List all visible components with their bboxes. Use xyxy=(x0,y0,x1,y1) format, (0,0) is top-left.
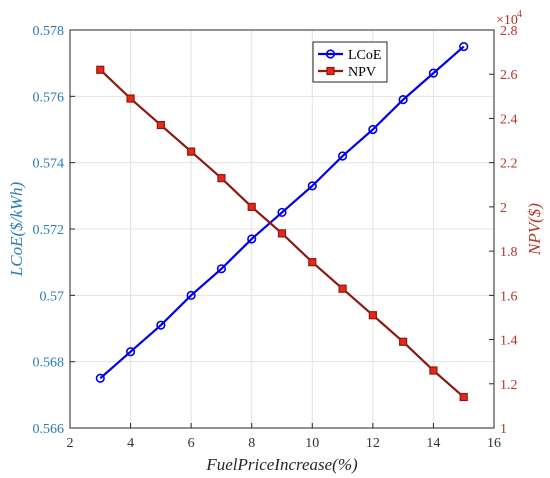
y-left-tick-label: 0.57 xyxy=(40,289,65,304)
data-point-lcoe xyxy=(428,68,439,78)
x-tick-label: 2 xyxy=(67,436,74,451)
y-right-tick-label: 1.2 xyxy=(500,378,518,393)
y-left-tick-label: 0.574 xyxy=(33,157,65,172)
legend-label: LCoE xyxy=(348,48,381,63)
y-left-tick-label: 0.568 xyxy=(33,356,65,371)
x-tick-label: 10 xyxy=(305,436,319,451)
y-right-tick-label: 2.6 xyxy=(500,68,518,83)
series-line-lcoe xyxy=(99,45,465,380)
data-point-npv xyxy=(187,147,196,156)
series-markers xyxy=(95,41,469,402)
y-right-tick-label: 1 xyxy=(500,422,507,437)
data-point-lcoe xyxy=(368,124,378,135)
x-tick-label: 14 xyxy=(426,436,440,451)
data-point-lcoe xyxy=(125,347,136,357)
x-axis-label: FuelPriceIncrease(%) xyxy=(205,455,358,474)
data-point-lcoe xyxy=(95,373,105,383)
y-left-tick-label: 0.566 xyxy=(33,422,65,437)
legend-items: LCoE NPV xyxy=(318,48,381,80)
series-lines xyxy=(99,45,465,398)
y-right-tick-label: 1.4 xyxy=(500,334,518,349)
data-point-npv xyxy=(338,284,347,293)
data-point-npv xyxy=(429,366,438,375)
y-right-tick-label: 2.2 xyxy=(500,157,518,172)
data-point-npv xyxy=(399,337,408,346)
data-point-lcoe xyxy=(277,207,287,218)
x-tick-label: 16 xyxy=(487,436,501,451)
y-axis-right-label: NPV($) xyxy=(525,203,544,256)
grid xyxy=(69,29,495,429)
data-point-lcoe xyxy=(337,151,348,161)
y-right-tick-label: 1.6 xyxy=(500,289,518,304)
x-tick-label: 6 xyxy=(188,436,195,451)
data-point-npv xyxy=(156,120,165,130)
y-right-tick-label: 2.4 xyxy=(500,112,518,127)
y-axis-left-label: LCoE($/kWh) xyxy=(7,181,26,277)
data-point-lcoe xyxy=(216,264,227,274)
data-point-npv xyxy=(96,65,105,74)
legend-label: NPV xyxy=(348,65,376,80)
ticks: 2 4 6 8 10 12 14 160.5660.5680.570.5720.5740.57… xyxy=(33,24,518,451)
y-right-tick-label: 2 xyxy=(500,201,507,216)
data-point-lcoe xyxy=(398,95,408,105)
data-point-npv xyxy=(247,202,256,211)
data-point-npv xyxy=(217,174,226,183)
data-point-npv xyxy=(277,229,287,238)
data-point-npv xyxy=(308,258,317,267)
data-point-lcoe xyxy=(307,181,317,191)
right-axis-exponent-power: 4 xyxy=(517,9,522,20)
data-point-npv xyxy=(368,311,377,320)
y-left-tick-label: 0.576 xyxy=(33,90,65,105)
y-right-tick-label: 2.8 xyxy=(500,24,518,39)
data-point-lcoe xyxy=(156,320,166,330)
data-point-lcoe xyxy=(186,290,196,300)
data-point-npv xyxy=(126,94,135,103)
x-tick-label: 8 xyxy=(248,436,255,451)
legend-swatch-marker xyxy=(326,66,335,76)
x-tick-label: 12 xyxy=(366,436,380,451)
y-right-tick-label: 1.8 xyxy=(500,245,518,260)
legend-box xyxy=(312,41,388,83)
x-tick-label: 4 xyxy=(127,436,134,451)
legend-swatch-marker xyxy=(325,49,336,59)
data-point-lcoe xyxy=(459,41,469,52)
y-left-tick-label: 0.578 xyxy=(33,24,65,39)
right-axis-exponent-base: ×10 xyxy=(496,13,518,28)
y-left-tick-label: 0.572 xyxy=(33,223,65,238)
legend: LCoE NPV xyxy=(312,41,388,83)
data-point-npv xyxy=(459,392,468,402)
data-point-lcoe xyxy=(247,234,257,244)
